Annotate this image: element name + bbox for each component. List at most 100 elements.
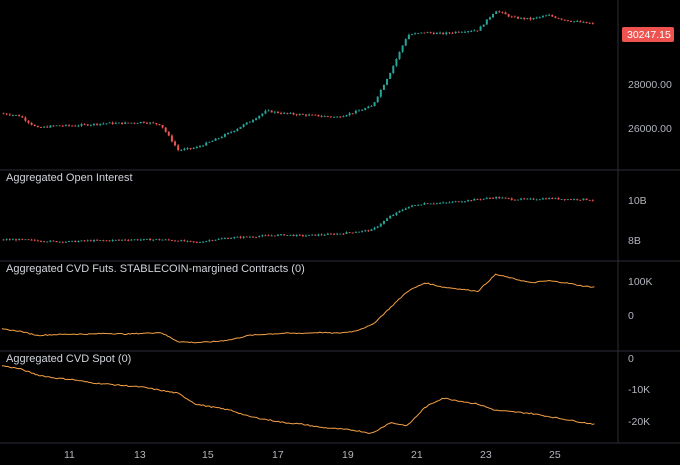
open-interest-candle [467, 200, 470, 202]
open-interest-candle [526, 198, 529, 200]
open-interest-candle [2, 239, 5, 241]
open-interest-candle [286, 234, 289, 236]
price-candle [395, 58, 398, 66]
open-interest-candle [407, 206, 410, 209]
open-interest-candle [236, 236, 239, 238]
cvd-spot-tick-label: -20K [628, 416, 650, 428]
open-interest-candle [248, 236, 251, 238]
price-candle [92, 123, 95, 125]
cvd-futures-pane[interactable]: Aggregated CVD Futs. STABLECOIN-margined… [1, 263, 653, 344]
price-candle [114, 122, 117, 124]
price-candle [439, 32, 442, 34]
price-candle [467, 31, 470, 33]
price-candle [298, 114, 301, 115]
price-candle [186, 148, 189, 149]
open-interest-pane[interactable]: Aggregated Open Interest 10B 8B [2, 172, 647, 247]
price-candle [174, 141, 177, 146]
open-interest-axis[interactable]: 10B 8B [628, 195, 647, 247]
price-candle [155, 123, 158, 125]
price-candle [86, 124, 89, 126]
price-candle [482, 24, 485, 27]
cvd-spot-pane[interactable]: Aggregated CVD Spot (0) 0 -10K -20K [2, 353, 650, 435]
open-interest-candle [442, 202, 445, 204]
price-candle [255, 118, 258, 121]
price-candle [591, 23, 594, 24]
time-tick-label: 15 [202, 449, 214, 461]
open-interest-candle [186, 240, 189, 242]
price-candle [24, 117, 27, 121]
open-interest-candle [64, 241, 67, 243]
last-price-tag-bg [622, 27, 674, 42]
open-interest-candle [395, 212, 398, 215]
open-interest-candle [161, 239, 164, 241]
open-interest-candle [545, 198, 548, 200]
open-interest-candle [538, 199, 541, 201]
open-interest-candle [579, 199, 582, 201]
open-interest-candle [342, 233, 345, 235]
open-interest-candle [410, 205, 413, 207]
cvd-futures-pane-title: Aggregated CVD Futs. STABLECOIN-margined… [6, 263, 305, 275]
open-interest-candle [339, 233, 342, 235]
open-interest-candle [155, 239, 158, 241]
open-interest-candle [30, 239, 33, 241]
price-candle [507, 14, 510, 17]
price-candle [364, 108, 367, 110]
price-candle [563, 19, 566, 21]
open-interest-candle [136, 239, 139, 241]
price-candle [177, 145, 180, 151]
open-interest-candle [591, 200, 594, 202]
price-candle [554, 16, 557, 18]
open-interest-candle [292, 234, 295, 237]
open-interest-candle [563, 199, 566, 201]
open-interest-candle [152, 239, 155, 241]
price-candle [248, 121, 251, 123]
time-tick-label: 21 [411, 449, 423, 461]
open-interest-candle [21, 238, 24, 240]
price-candle [27, 120, 30, 123]
price-axis[interactable]: 28000.00 26000.00 [628, 79, 672, 135]
price-candle [495, 11, 498, 15]
open-interest-candle [382, 220, 385, 224]
price-candle [398, 51, 401, 59]
price-candle [121, 122, 124, 124]
cvd-spot-axis[interactable]: 0 -10K -20K [628, 353, 650, 428]
open-interest-candle [251, 236, 254, 238]
price-candle [283, 112, 286, 114]
price-candle [308, 114, 311, 116]
cvd-futures-line [1, 273, 595, 344]
open-interest-candle [183, 240, 186, 242]
price-pane[interactable]: 28000.00 26000.00 30247.15 [2, 10, 674, 152]
open-interest-candle [145, 238, 148, 240]
open-interest-candle [295, 234, 298, 237]
open-interest-candle [39, 241, 42, 243]
open-interest-candle [276, 234, 279, 236]
price-candle [11, 115, 14, 116]
open-interest-candle [58, 241, 61, 243]
price-candle [457, 31, 460, 33]
price-candle [445, 32, 448, 35]
open-interest-candle [217, 238, 220, 240]
price-candle [267, 110, 270, 112]
price-candle [74, 125, 77, 127]
open-interest-candle [364, 230, 367, 232]
open-interest-candle [404, 208, 407, 210]
time-axis[interactable]: 11 13 15 17 19 21 23 25 [64, 449, 561, 461]
price-candle [541, 16, 544, 18]
open-interest-candle [488, 197, 491, 199]
price-candle [208, 141, 211, 143]
price-candle [513, 16, 516, 18]
price-candle [89, 124, 92, 126]
cvd-futures-axis[interactable]: 100K 0 [628, 276, 653, 322]
open-interest-candle [345, 232, 348, 234]
open-interest-candle [426, 203, 429, 205]
price-candle [280, 112, 283, 114]
cvd-spot-pane-title: Aggregated CVD Spot (0) [6, 353, 131, 365]
price-candle [532, 17, 535, 20]
open-interest-candle [513, 199, 516, 201]
price-candle [463, 31, 466, 33]
open-interest-candle [398, 210, 401, 213]
open-interest-candle [133, 239, 136, 241]
open-interest-candle [261, 235, 264, 237]
